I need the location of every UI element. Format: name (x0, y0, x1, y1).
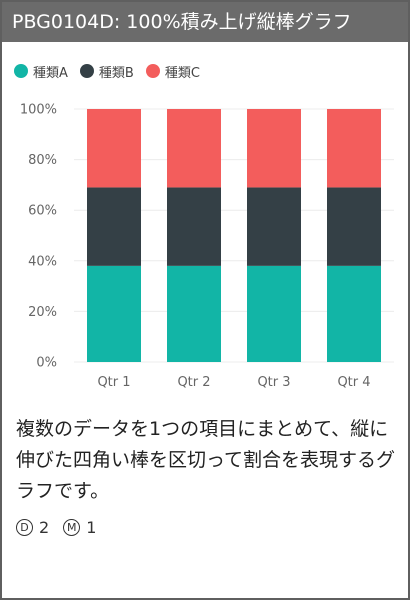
bar-segment (87, 265, 141, 362)
x-tick-label: Qtr 4 (337, 375, 370, 390)
chart-description: 複数のデータを1つの項目にまとめて、縦に伸びた四角い棒を区切って割合を表現するグ… (16, 418, 396, 502)
meta-info: D 2 M 1 (16, 514, 110, 540)
bar-segment (327, 187, 381, 266)
bar-segment (247, 265, 301, 362)
legend-label-c: 種類C (164, 65, 200, 81)
bar-segment (327, 109, 381, 188)
card-title: PBG0104D: 100%積み上げ縦棒グラフ (2, 2, 408, 42)
y-tick-label: 40% (28, 254, 57, 269)
bar-segment (167, 187, 221, 266)
bar-segment (247, 187, 301, 266)
meta-d-value: 2 (39, 517, 50, 537)
bar-segment (87, 187, 141, 266)
legend-dot-icon (79, 64, 94, 78)
stacked-bar-chart: 0% 20% 40% 60% 80% 100% Qtr 1 Qtr 2 Qtr 3 Qtr 4 (20, 103, 394, 390)
y-tick-label: 100% (20, 103, 57, 118)
legend-item-c[interactable]: 種類C (145, 62, 200, 81)
meta-d: D 2 (16, 518, 49, 537)
y-tick-label: 0% (36, 356, 57, 371)
x-tick-label: Qtr 3 (257, 375, 290, 390)
legend-item-b[interactable]: 種類B (79, 62, 134, 81)
bar-segment (167, 265, 221, 362)
legend-dot-icon (145, 64, 160, 78)
legend-label-b: 種類B (98, 65, 134, 81)
circled-m-icon: M (63, 518, 81, 536)
circled-d-icon: D (16, 518, 33, 536)
bar-segment (247, 109, 301, 188)
legend: 種類A 種類B 種類C (14, 60, 212, 82)
y-tick-label: 60% (28, 204, 57, 219)
x-tick-label: Qtr 2 (177, 375, 210, 390)
meta-m-value: 1 (86, 517, 97, 537)
bar-segment (327, 265, 381, 362)
x-tick-label: Qtr 1 (97, 375, 130, 390)
legend-dot-icon (14, 64, 28, 78)
legend-item-a[interactable]: 種類A (14, 62, 68, 81)
meta-m: M 1 (63, 518, 96, 537)
y-tick-label: 80% (28, 153, 57, 168)
legend-label-a: 種類A (33, 65, 68, 81)
bar-segment (167, 109, 221, 188)
bar-segment (87, 109, 141, 188)
y-tick-label: 20% (28, 305, 57, 320)
